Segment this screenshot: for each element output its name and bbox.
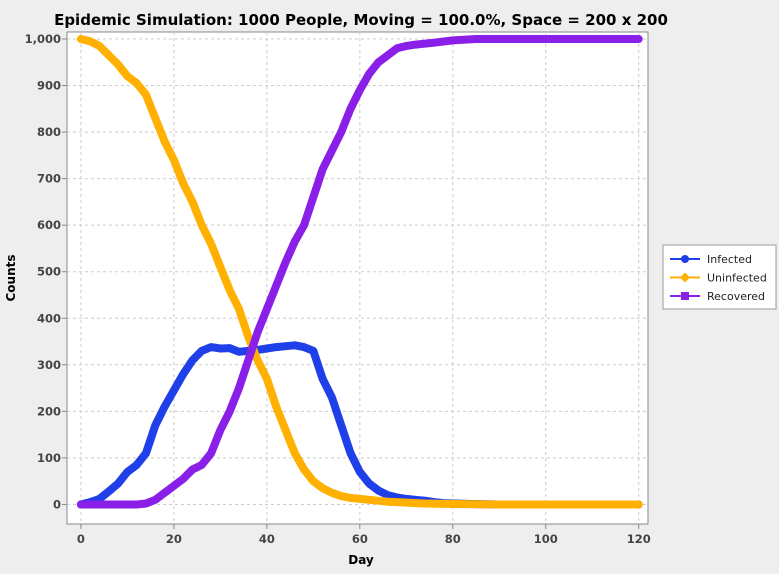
x-tick-label: 60	[352, 532, 368, 546]
y-tick-label: 0	[53, 497, 61, 511]
chart-title: Epidemic Simulation: 1000 People, Moving…	[54, 11, 668, 29]
x-tick-label: 80	[445, 532, 461, 546]
y-tick-label: 200	[37, 404, 61, 418]
y-tick-label: 400	[37, 311, 61, 325]
x-tick-label: 20	[166, 532, 182, 546]
series-layer	[76, 35, 643, 509]
x-tick-label: 0	[77, 532, 85, 546]
x-tick-label: 120	[627, 532, 651, 546]
grid	[67, 32, 648, 524]
x-tick-label: 100	[534, 532, 558, 546]
legend-label-uninfected: Uninfected	[707, 272, 767, 285]
y-tick-label: 800	[37, 125, 61, 139]
legend-label-infected: Infected	[707, 253, 752, 266]
legend-marker-square	[681, 292, 689, 300]
series-line-uninfected	[76, 35, 643, 509]
axes: 0 100 200 300 400 500 600 700 800 900 1,000 0 20 40 60…	[25, 32, 651, 546]
legend-marker-circle	[681, 255, 689, 263]
y-tick-label: 900	[37, 79, 61, 93]
y-tick-label: 500	[37, 265, 61, 279]
plot-area	[66, 31, 649, 525]
y-tick-label: 1,000	[25, 32, 61, 46]
y-axis-label: Counts	[4, 254, 18, 301]
y-tick-label: 600	[37, 218, 61, 232]
x-axis-label: Day	[348, 553, 374, 567]
y-tick-label: 700	[37, 172, 61, 186]
legend: Infected Uninfected Recovered	[662, 244, 777, 310]
legend-label-recovered: Recovered	[707, 290, 765, 303]
y-tick-label: 300	[37, 358, 61, 372]
series-line-recovered	[76, 35, 643, 509]
y-tick-label: 100	[37, 451, 61, 465]
legend-marker-diamond	[680, 272, 690, 283]
x-tick-label: 40	[259, 532, 275, 546]
